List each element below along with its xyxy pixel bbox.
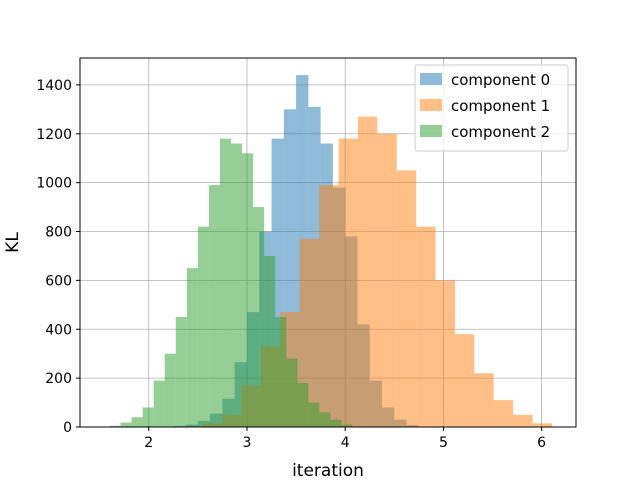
- x-tick-label: 3: [243, 435, 252, 451]
- plot-frame: [79, 57, 577, 428]
- histogram-bar: [142, 407, 154, 427]
- x-tick-label: 6: [537, 435, 546, 451]
- histogram-bar: [186, 268, 198, 427]
- histogram-bar: [299, 238, 320, 427]
- legend-label: component 0: [451, 71, 550, 89]
- histogram-bar: [275, 317, 287, 427]
- y-tick-label: 400: [45, 322, 72, 338]
- legend-label: component 2: [451, 123, 550, 141]
- histogram-bar: [308, 402, 320, 427]
- histogram-bar: [532, 423, 552, 427]
- histogram-bar: [319, 412, 331, 427]
- histogram-bar: [435, 280, 455, 427]
- series-2-bars: [109, 138, 353, 428]
- histogram-bar: [319, 185, 339, 427]
- histogram-bar: [175, 317, 187, 427]
- histogram-bar: [231, 143, 243, 428]
- legend-label: component 1: [451, 97, 550, 115]
- histogram-bar: [219, 138, 232, 427]
- histogram-bar: [253, 207, 265, 427]
- histogram-bar: [164, 353, 176, 427]
- histogram-bar: [396, 170, 417, 428]
- histogram-bar: [264, 255, 276, 427]
- legend-swatch: [420, 125, 442, 137]
- x-tick-label: 4: [341, 435, 350, 451]
- histogram-bar: [153, 380, 165, 427]
- histogram-bar: [493, 400, 514, 427]
- histogram-bar: [197, 226, 209, 427]
- histogram-bar: [286, 358, 298, 427]
- histogram-bar: [131, 417, 143, 427]
- histogram-bar: [513, 414, 533, 427]
- legend-swatch: [420, 99, 442, 111]
- histogram-bar: [242, 153, 254, 428]
- histogram-bars: [109, 75, 552, 428]
- histogram-bar: [330, 419, 342, 427]
- x-tick-label: 5: [439, 435, 448, 451]
- histogram-bar: [208, 185, 220, 427]
- histogram-bar: [416, 226, 436, 427]
- y-axis-label: KL: [3, 232, 23, 253]
- y-tick-label: 1000: [36, 176, 72, 192]
- histogram-bar: [341, 424, 353, 427]
- histogram-bar: [377, 133, 397, 427]
- histogram-bar: [338, 138, 358, 427]
- y-tick-label: 800: [45, 225, 72, 241]
- axis-ticks: 2 3 4 5 6 0 200 400 600 800 1000 1200 1400: [36, 78, 546, 451]
- y-tick-label: 1400: [36, 78, 72, 94]
- y-tick-label: 200: [45, 371, 72, 387]
- legend-box: [414, 64, 569, 152]
- histogram-bar: [454, 334, 475, 427]
- histogram-bar: [357, 116, 378, 427]
- x-axis-label: iteration: [292, 461, 364, 480]
- y-tick-label: 0: [63, 420, 72, 436]
- y-tick-label: 1200: [36, 127, 72, 143]
- histogram-bar: [120, 422, 132, 427]
- histogram-bar: [474, 373, 494, 427]
- histogram-bar: [109, 425, 121, 427]
- legend: component 0 component 1 component 2: [414, 64, 569, 152]
- histogram-bar: [297, 383, 309, 427]
- x-tick-label: 2: [144, 435, 153, 451]
- y-tick-label: 600: [45, 273, 72, 289]
- legend-swatch: [420, 73, 442, 85]
